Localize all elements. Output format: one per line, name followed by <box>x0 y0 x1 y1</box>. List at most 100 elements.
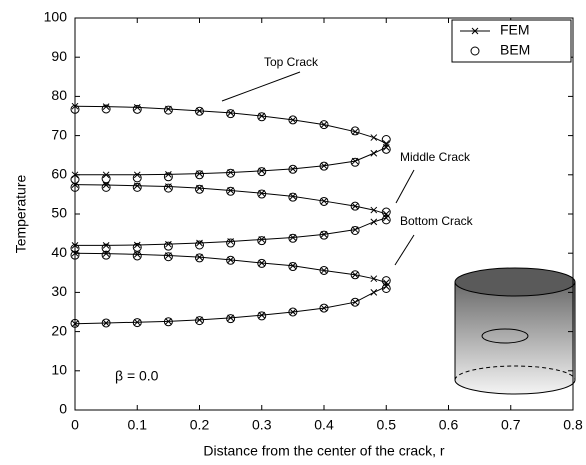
x-marker <box>196 316 203 324</box>
x-marker <box>71 320 79 328</box>
circle-marker <box>101 174 111 184</box>
x-tick-label: 0.6 <box>439 417 459 433</box>
circle-marker <box>195 240 204 250</box>
x-tick-label: 0.8 <box>563 417 583 433</box>
x-marker <box>289 234 297 241</box>
annotation: Top Crack <box>264 55 319 69</box>
legend-marker <box>470 46 480 56</box>
x-tick-label: 0 <box>71 417 79 433</box>
circle-marker <box>319 161 329 171</box>
circle-marker <box>132 318 142 328</box>
circle-marker <box>226 168 236 178</box>
circle-marker <box>132 173 142 183</box>
x-marker <box>227 314 234 322</box>
circle-marker <box>319 196 329 206</box>
circle-marker <box>257 112 267 122</box>
circle-marker <box>226 238 236 248</box>
leader-line <box>395 169 415 204</box>
circle-marker <box>195 184 204 194</box>
x-marker <box>320 267 328 274</box>
x-marker <box>102 319 110 327</box>
y-tick-label: 50 <box>51 205 67 221</box>
x-marker <box>289 116 297 124</box>
x-marker <box>370 149 378 157</box>
x-marker <box>133 171 141 179</box>
x-marker <box>320 197 328 205</box>
circle-marker <box>70 318 80 328</box>
x-marker <box>71 171 79 179</box>
circle-marker <box>132 104 142 114</box>
x-tick-label: 0.3 <box>252 417 272 433</box>
circle-marker <box>70 104 80 114</box>
x-marker <box>258 259 266 267</box>
x-marker <box>165 318 172 325</box>
x-marker <box>351 202 359 210</box>
x-marker <box>370 275 378 283</box>
x-marker <box>351 128 359 136</box>
legend-marker <box>471 27 479 35</box>
circle-marker <box>70 250 80 260</box>
circle-marker <box>288 115 298 125</box>
circle-marker <box>288 164 298 174</box>
circle-marker <box>163 317 173 327</box>
x-marker <box>227 109 234 117</box>
x-tick-label: 0.2 <box>190 417 210 433</box>
y-tick-label: 70 <box>51 126 67 142</box>
circle-marker <box>163 183 173 193</box>
circle-marker <box>70 243 80 253</box>
circle-marker <box>195 106 204 116</box>
circle-marker <box>288 233 298 243</box>
y-tick-label: 80 <box>51 87 67 103</box>
circle-marker <box>288 307 298 317</box>
circle-marker <box>226 109 236 119</box>
circle-marker <box>381 283 391 293</box>
circle-marker <box>350 297 360 307</box>
circle-marker <box>257 311 267 321</box>
leader-line <box>394 234 415 266</box>
circle-marker <box>70 182 80 192</box>
y-tick-label: 90 <box>51 48 67 64</box>
circle-marker <box>319 120 329 130</box>
circle-marker <box>163 241 173 251</box>
circle-marker <box>288 192 298 202</box>
y-tick-label: 10 <box>51 362 67 378</box>
circle-marker <box>319 265 329 275</box>
circle-marker <box>288 262 298 272</box>
x-axis-label: Distance from the center of the crack, r <box>203 443 445 459</box>
x-marker <box>289 262 297 270</box>
circle-marker <box>350 201 360 211</box>
circle-marker <box>132 182 142 192</box>
leader-line <box>221 71 301 102</box>
x-marker <box>133 318 141 326</box>
x-marker <box>258 167 266 175</box>
x-tick-label: 0.4 <box>314 417 334 433</box>
x-marker <box>370 289 378 296</box>
x-marker <box>227 187 234 194</box>
x-marker <box>320 304 328 312</box>
circle-marker <box>350 126 360 136</box>
x-marker <box>370 134 378 141</box>
legend-label: FEM <box>500 22 530 38</box>
circle-marker <box>319 230 329 240</box>
circle-marker <box>101 318 111 328</box>
x-marker <box>370 206 378 214</box>
circle-marker <box>350 157 360 167</box>
circle-marker <box>257 258 267 268</box>
x-marker <box>351 298 359 306</box>
circle-marker <box>226 255 236 265</box>
x-marker <box>289 165 297 173</box>
x-tick-label: 0.1 <box>128 417 148 433</box>
y-tick-label: 30 <box>51 283 67 299</box>
annotation: β = 0.0 <box>115 368 159 384</box>
circle-marker <box>101 182 111 192</box>
y-tick-label: 40 <box>51 244 67 260</box>
x-marker <box>102 103 110 110</box>
cylinder-illustration <box>454 267 576 395</box>
x-marker <box>196 107 203 115</box>
y-tick-label: 100 <box>44 9 68 25</box>
circle-marker <box>381 144 391 154</box>
circle-marker <box>101 243 111 253</box>
x-marker <box>258 112 266 120</box>
x-marker <box>196 253 203 261</box>
